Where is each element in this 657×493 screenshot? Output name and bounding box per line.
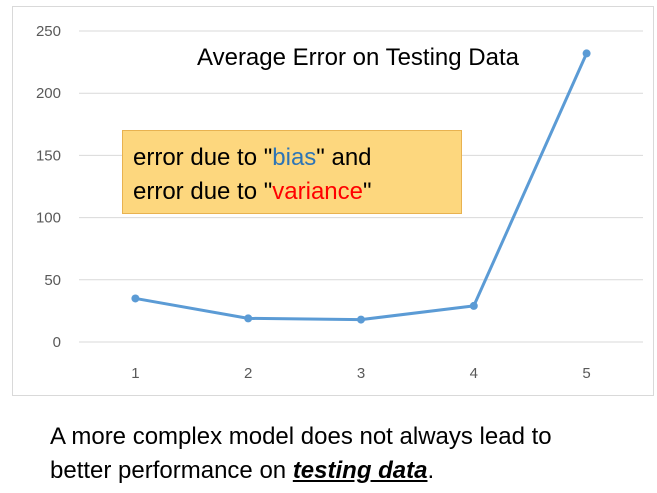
x-tick-label: 1: [131, 365, 139, 382]
data-points: [131, 49, 591, 324]
chart-frame: 0 50 100 150 200 250 1 2 3 4 5 Average Error on T…: [12, 6, 654, 396]
annotation-box: error due to "bias" and error due to "va…: [122, 130, 462, 214]
caption-text: .: [427, 457, 435, 484]
caption-line-1: A more complex model does not always lea…: [50, 423, 552, 450]
annotation-text: error due to ": [133, 144, 273, 171]
caption: A more complex model does not always lea…: [50, 420, 552, 488]
caption-emphasis: testing data: [292, 457, 428, 484]
annotation-line-1: error due to "bias" and: [133, 141, 461, 175]
y-tick-label: 50: [44, 272, 61, 289]
annotation-text: ": [362, 178, 372, 205]
y-tick-label: 250: [36, 23, 61, 40]
x-tick-label: 3: [357, 365, 365, 382]
chart-title: Average Error on Testing Data: [197, 44, 520, 71]
y-tick-label: 200: [36, 85, 61, 102]
variance-word: variance: [272, 178, 363, 205]
x-tick-label: 4: [470, 365, 478, 382]
y-tick-label: 0: [53, 334, 61, 351]
y-tick-label: 100: [36, 210, 61, 227]
caption-line-2: better performance on testing data.: [50, 454, 552, 488]
x-tick-label: 2: [244, 365, 252, 382]
y-tick-label: 150: [36, 147, 61, 164]
annotation-text: " and: [316, 144, 372, 171]
caption-text: better performance on: [50, 457, 293, 484]
data-point: [244, 314, 253, 323]
grid-layer: [79, 30, 643, 343]
bias-word: bias: [272, 144, 317, 171]
data-point: [469, 301, 478, 310]
data-point: [357, 315, 365, 324]
data-point: [131, 294, 140, 303]
data-point: [582, 49, 591, 58]
annotation-text: error due to ": [133, 178, 273, 205]
annotation-line-2: error due to "variance": [133, 175, 461, 209]
line-chart: 0 50 100 150 200 250 1 2 3 4 5 Average Error on T…: [36, 23, 643, 382]
x-axis-ticks: 1 2 3 4 5: [131, 365, 591, 382]
y-axis-ticks: 0 50 100 150 200 250: [36, 23, 61, 351]
x-tick-label: 5: [582, 365, 590, 382]
